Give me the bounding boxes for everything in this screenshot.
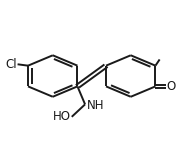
Text: NH: NH xyxy=(87,99,105,112)
Text: O: O xyxy=(167,80,176,93)
Text: Cl: Cl xyxy=(5,58,17,71)
Text: HO: HO xyxy=(53,110,71,123)
